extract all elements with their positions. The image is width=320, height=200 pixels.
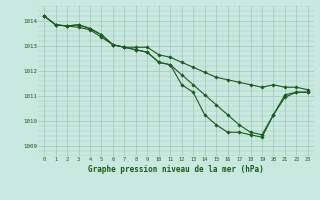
X-axis label: Graphe pression niveau de la mer (hPa): Graphe pression niveau de la mer (hPa) <box>88 165 264 174</box>
